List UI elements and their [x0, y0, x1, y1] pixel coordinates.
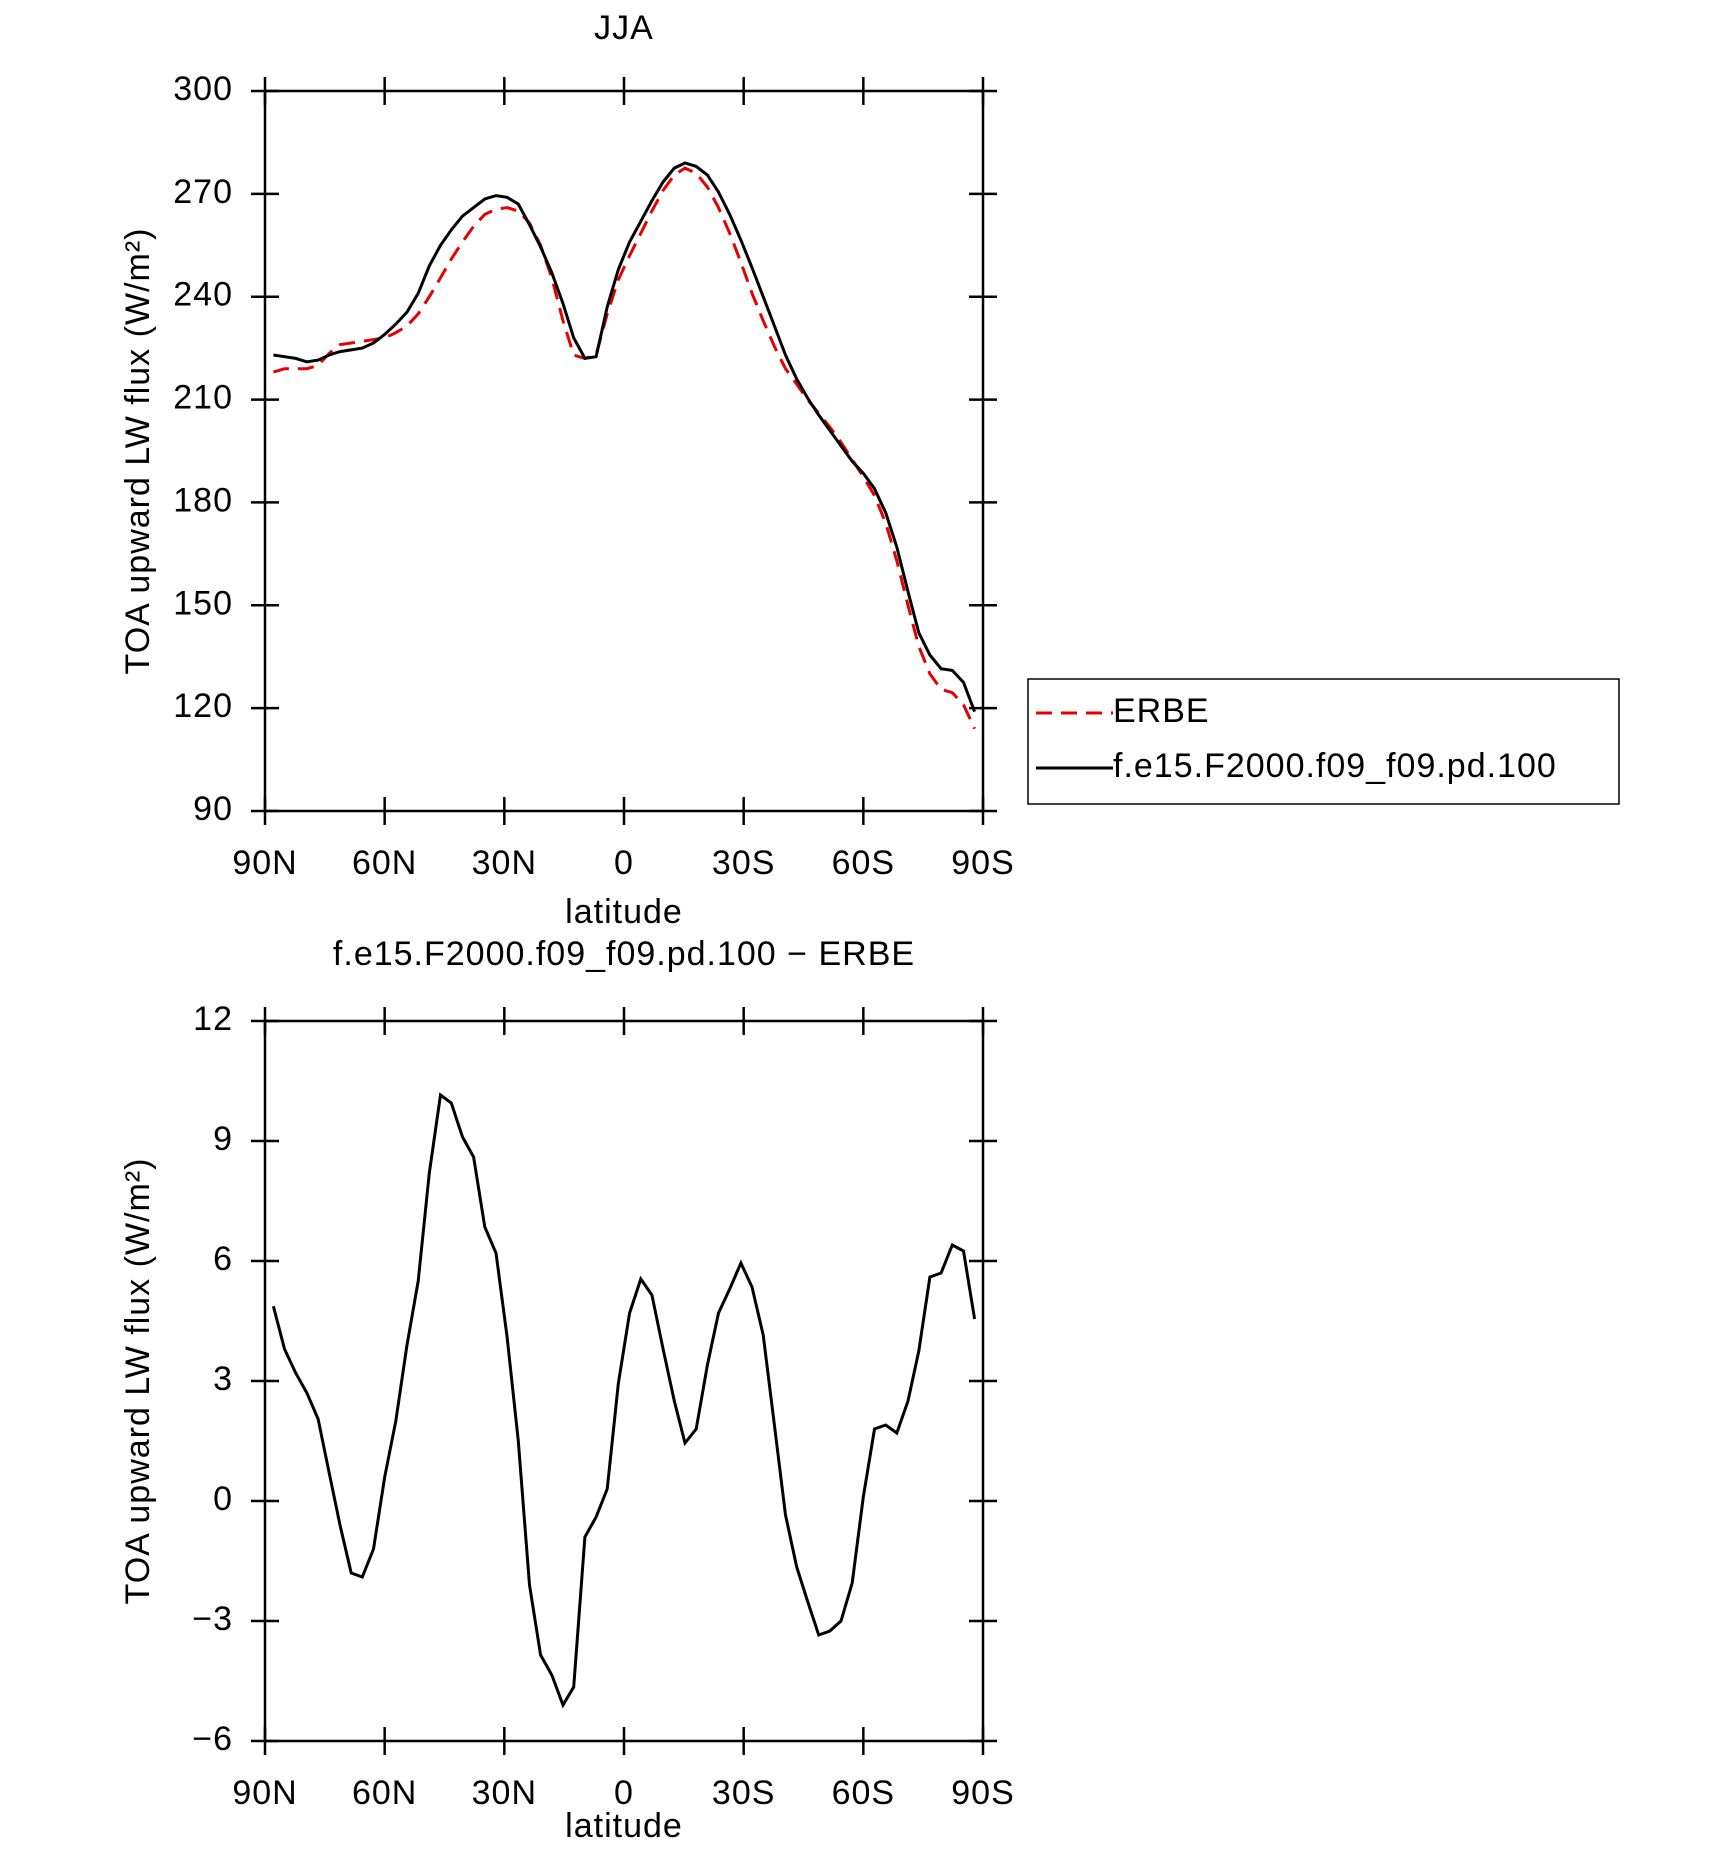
x-tick-label: 0 — [614, 844, 634, 882]
y-tick-label: 90 — [193, 790, 233, 828]
x-tick-label: 90N — [232, 1774, 297, 1812]
y-tick-label: −6 — [192, 1720, 233, 1758]
x-tick-label: 60S — [832, 844, 896, 882]
x-axis-label: latitude — [565, 1807, 683, 1844]
y-tick-label: 120 — [173, 687, 233, 725]
x-tick-label: 30N — [472, 1774, 537, 1812]
x-tick-label: 90S — [951, 844, 1015, 882]
y-tick-label: 300 — [173, 70, 233, 108]
x-tick-label: 60S — [832, 1774, 896, 1812]
y-tick-label: 3 — [213, 1360, 233, 1398]
x-tick-label: 60N — [352, 844, 417, 882]
legend-label: f.e15.F2000.f09_f09.pd.100 — [1113, 747, 1557, 785]
y-axis-label: TOA upward LW flux (W/m²) — [119, 228, 157, 675]
x-tick-label: 90S — [951, 1774, 1015, 1812]
x-tick-label: 90N — [232, 844, 297, 882]
y-tick-label: 270 — [173, 173, 233, 211]
x-axis-label: latitude — [565, 893, 683, 931]
y-axis-label: TOA upward LW flux (W/m²) — [119, 1158, 157, 1605]
chart-title: JJA — [594, 9, 654, 47]
legend-box — [1027, 678, 1620, 805]
x-tick-label: 30N — [472, 844, 537, 882]
y-tick-label: 0 — [213, 1480, 233, 1518]
y-tick-label: 6 — [213, 1240, 233, 1278]
chart-title: f.e15.F2000.f09_f09.pd.100 − ERBE — [333, 935, 915, 973]
y-tick-label: 150 — [173, 584, 233, 622]
x-tick-label: 0 — [614, 1774, 634, 1812]
y-tick-label: 180 — [173, 481, 233, 519]
x-tick-label: 30S — [712, 844, 776, 882]
data-line — [273, 161, 977, 713]
plot-frame — [263, 89, 985, 813]
x-tick-label: 30S — [712, 1774, 776, 1812]
legend-label: ERBE — [1113, 692, 1210, 730]
y-tick-label: −3 — [192, 1600, 233, 1638]
y-tick-label: 9 — [213, 1120, 233, 1158]
y-tick-label: 12 — [193, 1000, 233, 1038]
data-line — [271, 1092, 977, 1709]
y-tick-label: 240 — [173, 276, 233, 314]
plot-frame — [263, 1019, 985, 1743]
x-tick-label: 60N — [352, 1774, 417, 1812]
y-tick-label: 210 — [173, 379, 233, 417]
